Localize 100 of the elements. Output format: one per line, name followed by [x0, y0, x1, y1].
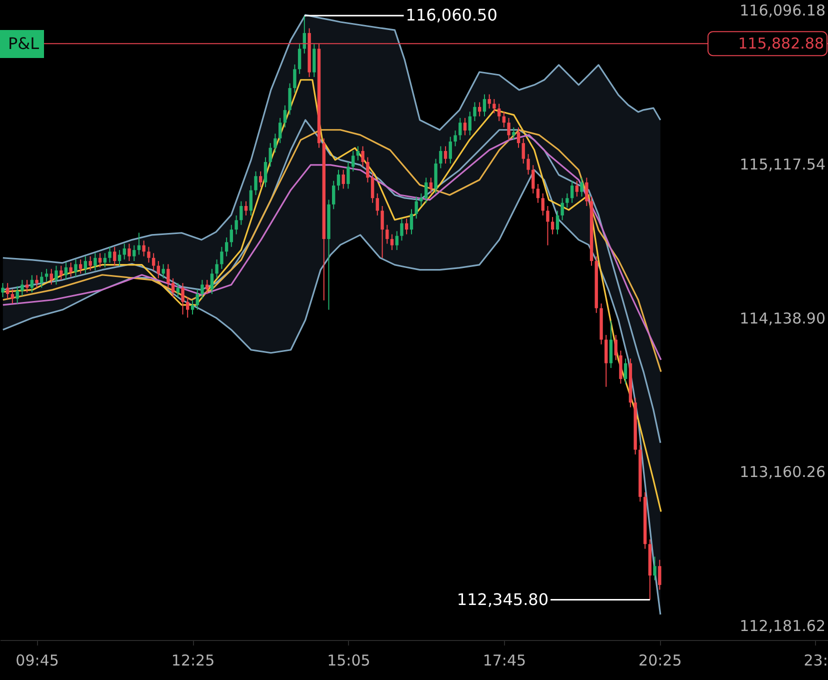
candlestick	[556, 210, 560, 235]
candlestick	[274, 133, 277, 154]
candlestick	[585, 177, 588, 206]
line-series	[2, 79, 662, 512]
candlestick	[390, 234, 394, 251]
candlestick	[497, 103, 501, 122]
candlestick	[259, 170, 262, 188]
candlestick	[230, 224, 234, 248]
candlestick	[658, 559, 662, 590]
candlestick	[410, 208, 414, 235]
candlestick	[142, 240, 146, 257]
candlestick	[132, 244, 136, 262]
candlestick	[356, 146, 360, 161]
candlestick	[268, 142, 272, 168]
candlestick	[526, 154, 530, 176]
candlestick	[166, 264, 170, 288]
candlestick	[196, 288, 199, 310]
candlestick	[448, 136, 452, 164]
line-series	[2, 169, 662, 616]
candlestick	[312, 44, 316, 78]
candlestick	[624, 358, 628, 384]
candlestick	[444, 146, 448, 164]
y-tick-label: 113,160.26	[740, 463, 826, 482]
y-tick-label: 116,096.18	[740, 2, 826, 20]
candlestick	[351, 150, 355, 172]
candlestick	[560, 198, 564, 221]
candlestick	[532, 164, 535, 194]
candlestick	[342, 169, 345, 190]
line-series	[2, 119, 662, 444]
candlestick	[366, 156, 370, 183]
candlestick	[482, 94, 486, 117]
candlestick	[20, 279, 24, 296]
candlestick	[171, 278, 175, 298]
candlestick	[478, 102, 482, 117]
x-tick-label: 15:05	[327, 652, 370, 670]
candlestick	[550, 216, 554, 235]
candlestick	[113, 246, 116, 266]
candlestick	[215, 258, 218, 279]
candlestick	[488, 94, 491, 109]
candlestick	[468, 111, 472, 136]
candlestick	[575, 180, 579, 198]
candlestick	[74, 258, 78, 278]
candlestick	[147, 246, 150, 264]
candlestick	[94, 252, 97, 271]
candlestick	[609, 320, 613, 368]
candlestick	[516, 126, 520, 148]
candlestick	[536, 183, 540, 204]
candlestick	[186, 296, 190, 318]
candlestick	[210, 268, 214, 295]
candlestick	[414, 196, 418, 220]
candlestick	[254, 170, 258, 196]
candlestick	[69, 262, 72, 278]
candlestick	[249, 185, 253, 216]
candlestick	[361, 146, 364, 168]
candlestick	[346, 161, 350, 190]
candlestick	[492, 98, 496, 114]
candlestick	[30, 274, 34, 293]
candlestick	[541, 192, 544, 216]
candlestick	[50, 268, 53, 286]
candlestick	[370, 172, 374, 204]
candlestick	[98, 252, 102, 268]
candlestick	[386, 224, 389, 244]
candlestick	[380, 205, 384, 258]
candlestick	[88, 256, 92, 271]
annotation: P&L	[8, 34, 40, 53]
candlestick	[1, 282, 4, 298]
annotation: 112,345.80	[456, 590, 549, 609]
candlestick	[473, 102, 476, 122]
candlestick	[288, 82, 292, 116]
candlestick	[580, 177, 584, 198]
candlestick	[60, 265, 63, 280]
candlestick	[181, 282, 184, 315]
candlestick	[619, 350, 622, 384]
candlestick	[220, 246, 224, 270]
candlestick	[439, 146, 442, 169]
candlestick	[16, 286, 19, 304]
candlestick	[200, 279, 204, 300]
candlestick	[298, 44, 302, 74]
candlestick	[395, 230, 398, 251]
candlestick	[137, 232, 141, 256]
candlestick	[278, 117, 282, 144]
candlestick	[424, 177, 428, 204]
candlestick	[78, 258, 82, 274]
candlestick	[264, 156, 268, 188]
candlestick	[44, 268, 48, 282]
candlestick	[522, 138, 525, 164]
ref-line-label: 115,882.88	[738, 34, 824, 53]
candlestick	[653, 556, 656, 581]
candlestick	[546, 205, 550, 246]
annotation: 116,060.50	[406, 6, 498, 25]
candlestick	[118, 250, 122, 266]
candlestick	[10, 288, 14, 304]
candlestick	[376, 192, 379, 216]
candlestick	[293, 64, 296, 94]
y-tick-label: 115,117.54	[740, 155, 826, 174]
candlestick	[234, 214, 238, 235]
candlestick	[614, 334, 618, 361]
candlestick	[128, 243, 131, 262]
candlestick	[162, 264, 165, 279]
candlestick	[420, 192, 423, 206]
